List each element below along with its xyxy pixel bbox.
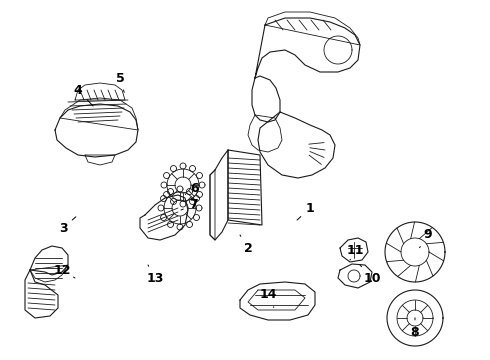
Text: 2: 2 <box>240 235 252 255</box>
Text: 6: 6 <box>185 181 199 194</box>
Text: 11: 11 <box>346 243 364 260</box>
Text: 14: 14 <box>259 288 277 307</box>
Text: 1: 1 <box>297 202 315 220</box>
Text: 12: 12 <box>53 264 75 278</box>
Text: 8: 8 <box>411 318 419 338</box>
Text: 4: 4 <box>74 84 93 106</box>
Text: 5: 5 <box>116 72 124 92</box>
Text: 3: 3 <box>59 217 76 234</box>
Text: 10: 10 <box>360 265 381 284</box>
Text: 7: 7 <box>181 198 197 211</box>
Text: 13: 13 <box>147 265 164 284</box>
Text: 9: 9 <box>419 229 432 248</box>
